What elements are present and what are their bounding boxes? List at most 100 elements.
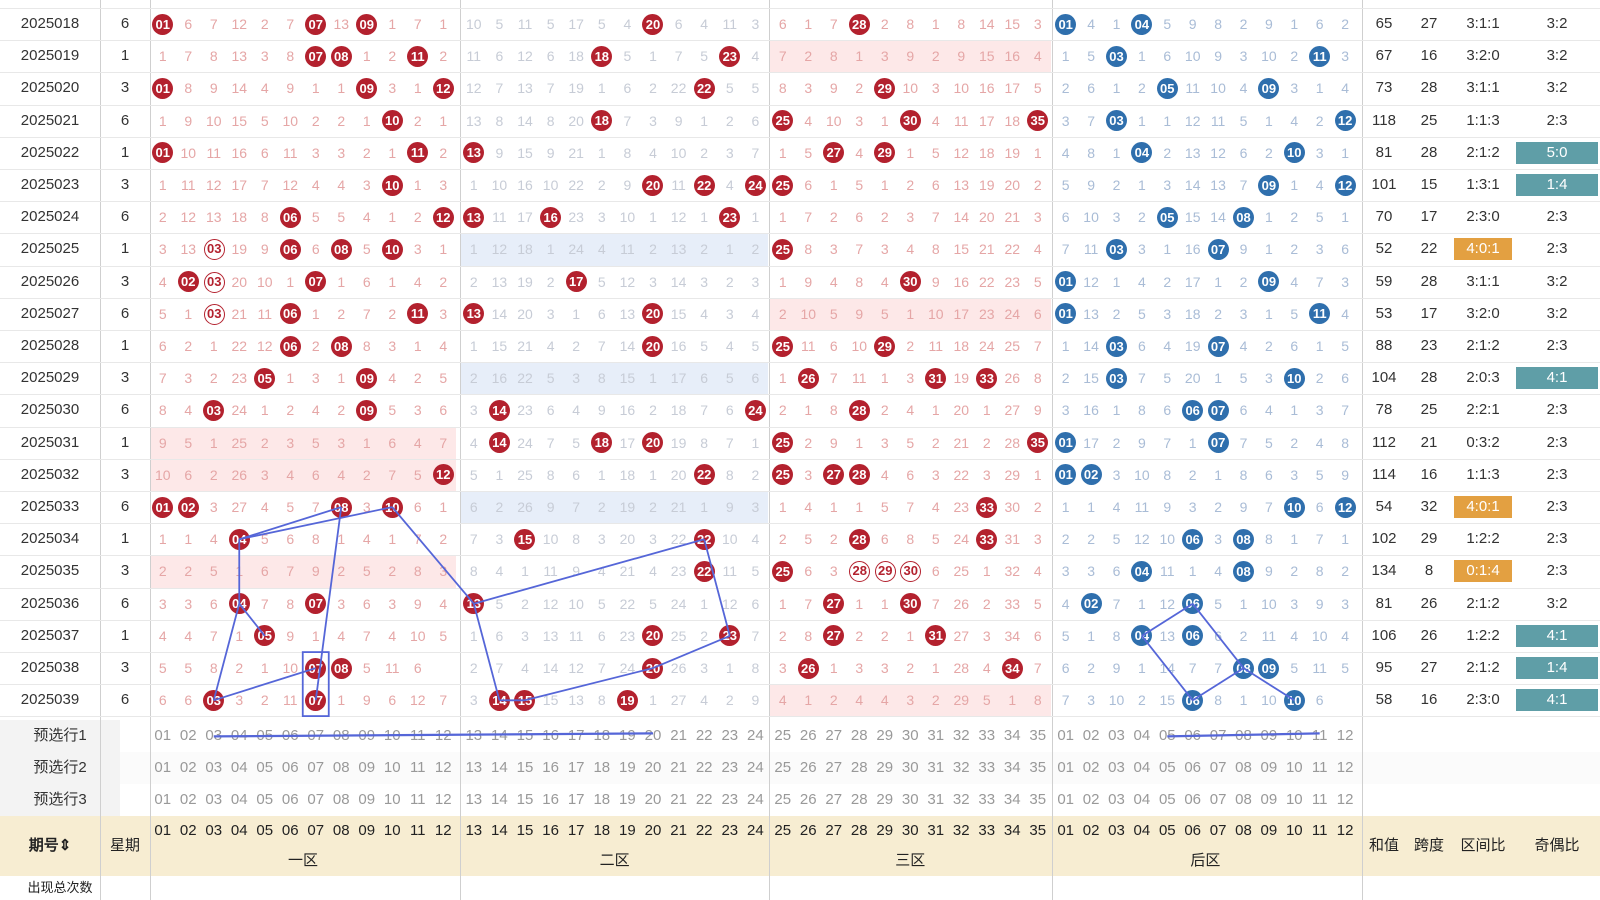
pick-number[interactable]: 11 [409,759,426,777]
pick-number[interactable]: 10 [1285,727,1303,745]
pick-number[interactable]: 27 [825,791,843,809]
pick-number[interactable]: 05 [1158,727,1176,745]
pick-number[interactable]: 06 [1184,791,1202,809]
pick-number[interactable]: 33 [978,727,996,745]
pick-number[interactable]: 24 [747,727,764,745]
pick-number[interactable]: 24 [747,759,764,777]
pick-number[interactable]: 33 [978,759,996,777]
pick-number[interactable]: 16 [542,727,559,745]
pick-number[interactable]: 07 [1209,759,1227,777]
pick-number[interactable]: 02 [179,759,197,777]
pick-number[interactable]: 22 [695,727,713,745]
pick-number[interactable]: 08 [332,727,350,745]
pick-number[interactable]: 05 [256,759,274,777]
pick-number[interactable]: 25 [774,791,792,809]
pick-number[interactable]: 21 [670,791,687,809]
pick-number[interactable]: 10 [383,727,401,745]
pick-number[interactable]: 11 [1311,727,1328,745]
pick-number[interactable]: 03 [205,759,223,777]
pick-number[interactable]: 14 [491,759,508,777]
pick-number[interactable]: 15 [516,791,534,809]
pick-number[interactable]: 08 [332,791,350,809]
pick-number[interactable]: 08 [1235,759,1252,777]
pick-number[interactable]: 06 [1184,727,1202,745]
pick-number[interactable]: 03 [205,727,223,745]
pick-number[interactable]: 13 [465,759,483,777]
pick-number[interactable]: 28 [850,727,868,745]
pick-number[interactable]: 07 [307,759,325,777]
pick-number[interactable]: 26 [799,791,817,809]
pick-number[interactable]: 34 [1003,727,1021,745]
pick-number[interactable]: 29 [876,791,894,809]
pick-number[interactable]: 20 [644,791,662,809]
pick-number[interactable]: 08 [332,759,350,777]
pick-number[interactable]: 02 [1082,759,1100,777]
pick-number[interactable]: 03 [1108,759,1125,777]
pick-number[interactable]: 05 [1158,791,1176,809]
pick-number[interactable]: 29 [876,759,894,777]
pick-number[interactable]: 32 [952,727,970,745]
pick-number[interactable]: 04 [230,791,248,809]
pick-number[interactable]: 05 [256,727,274,745]
pick-number[interactable]: 03 [205,791,223,809]
pick-number[interactable]: 18 [593,791,611,809]
pick-number[interactable]: 04 [230,759,248,777]
pick-number[interactable]: 09 [1260,759,1278,777]
pick-number[interactable]: 32 [952,791,970,809]
pick-number[interactable]: 01 [1057,727,1075,745]
pick-number[interactable]: 19 [619,727,636,745]
pick-number[interactable]: 10 [383,791,401,809]
pick-number[interactable]: 03 [1108,791,1125,809]
pick-number[interactable]: 35 [1029,791,1047,809]
pick-number[interactable]: 11 [1311,759,1328,777]
pick-number[interactable]: 07 [307,727,325,745]
pick-number[interactable]: 07 [1209,727,1227,745]
pick-number[interactable]: 01 [154,759,172,777]
pick-number[interactable]: 13 [465,791,483,809]
pick-number[interactable]: 17 [567,791,585,809]
pick-number[interactable]: 12 [1336,727,1354,745]
pick-number[interactable]: 06 [281,727,299,745]
pick-number[interactable]: 28 [850,791,868,809]
pick-number[interactable]: 08 [1235,727,1252,745]
pick-number[interactable]: 17 [567,759,585,777]
pick-number[interactable]: 30 [901,791,919,809]
pick-number[interactable]: 06 [1184,759,1202,777]
pick-number[interactable]: 02 [1082,727,1100,745]
pick-number[interactable]: 30 [901,727,919,745]
pick-number[interactable]: 04 [230,727,248,745]
pick-number[interactable]: 02 [179,791,197,809]
pick-number[interactable]: 23 [721,727,739,745]
pick-number[interactable]: 25 [774,727,792,745]
pick-number[interactable]: 19 [619,759,636,777]
pick-number[interactable]: 09 [358,791,376,809]
pick-number[interactable]: 19 [619,791,636,809]
sort-by-period-button[interactable]: 期号⇕ [28,837,72,855]
pick-number[interactable]: 34 [1003,791,1021,809]
pick-number[interactable]: 09 [1260,727,1278,745]
pick-number[interactable]: 01 [1057,759,1075,777]
pick-number[interactable]: 09 [1260,791,1278,809]
pick-number[interactable]: 22 [695,759,713,777]
pick-number[interactable]: 12 [1336,759,1354,777]
pick-number[interactable]: 35 [1029,759,1047,777]
pick-number[interactable]: 07 [307,791,325,809]
pick-number[interactable]: 29 [876,727,894,745]
pick-number[interactable]: 23 [721,791,739,809]
pick-number[interactable]: 02 [1082,791,1100,809]
pick-number[interactable]: 12 [1336,791,1354,809]
pick-number[interactable]: 20 [644,759,662,777]
pick-number[interactable]: 17 [567,727,585,745]
pick-number[interactable]: 10 [1285,759,1303,777]
pick-number[interactable]: 10 [383,759,401,777]
pick-number[interactable]: 27 [825,759,843,777]
pick-number[interactable]: 28 [850,759,868,777]
pick-number[interactable]: 10 [1285,791,1303,809]
pick-number[interactable]: 14 [491,791,508,809]
pick-number[interactable]: 09 [358,727,376,745]
pick-number[interactable]: 12 [434,759,452,777]
pick-number[interactable]: 35 [1029,727,1047,745]
pick-number[interactable]: 05 [1158,759,1176,777]
pick-number[interactable]: 09 [358,759,376,777]
pick-number[interactable]: 03 [1108,727,1125,745]
